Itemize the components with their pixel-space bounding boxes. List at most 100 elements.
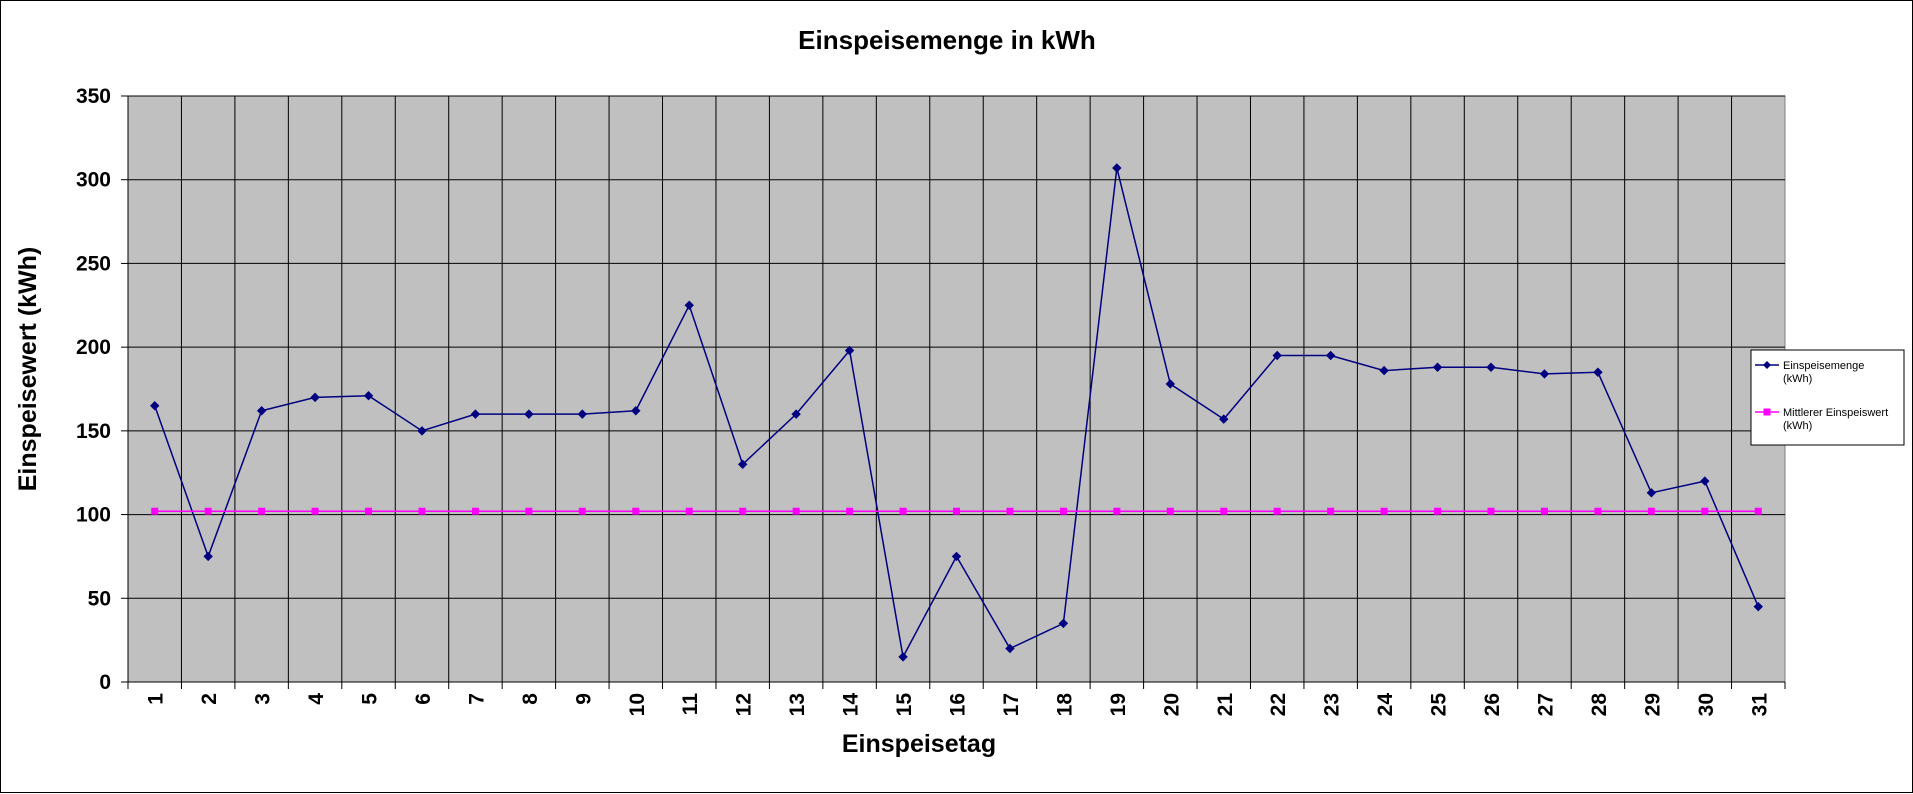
series-2-point — [899, 507, 907, 515]
series-2-point — [258, 507, 266, 515]
series-2-point — [1594, 507, 1602, 515]
legend-label: (kWh) — [1783, 420, 1812, 432]
y-axis-title: Einspeisewert (kWh) — [14, 247, 42, 492]
series-1-point — [310, 392, 320, 403]
x-tick-label: 6 — [412, 693, 435, 705]
series-2-point — [578, 507, 586, 515]
x-tick-label: 23 — [1321, 693, 1344, 716]
series-1-point — [1005, 643, 1015, 654]
x-tick-label: 17 — [1000, 693, 1023, 716]
plot-background — [127, 95, 1786, 683]
series-1-point — [1112, 163, 1122, 173]
x-tick-label: 14 — [840, 693, 863, 717]
y-tick-label: 200 — [76, 336, 111, 359]
x-tick-label: 31 — [1748, 693, 1771, 717]
series-1-point — [951, 551, 962, 562]
series-2-point — [1701, 507, 1709, 515]
x-tick-label: 7 — [465, 693, 488, 705]
y-tick-label: 100 — [76, 504, 111, 527]
series-2-point — [792, 507, 800, 515]
y-tick-label: 300 — [76, 169, 111, 192]
series-2-point — [471, 507, 479, 515]
series-1-point — [898, 652, 908, 662]
series-1-point — [577, 409, 588, 419]
series-1-point — [417, 426, 427, 436]
series-1-point — [1432, 362, 1443, 372]
series-2-point — [1380, 507, 1388, 515]
series-2-point — [1754, 507, 1762, 515]
series-1-point — [684, 300, 694, 310]
series-1-point — [1325, 350, 1336, 361]
x-tick-label: 15 — [893, 693, 916, 717]
x-tick-label: 25 — [1428, 693, 1451, 717]
series-2-point — [1113, 507, 1121, 515]
legend-box — [1750, 349, 1905, 446]
series-1-point — [1058, 618, 1069, 629]
series-2-point — [953, 507, 960, 515]
series-2-point — [1434, 507, 1442, 515]
y-tick-label: 50 — [88, 587, 111, 610]
series-2-point — [1059, 507, 1067, 515]
y-tick-label: 250 — [76, 252, 111, 275]
y-tick-label: 350 — [76, 85, 111, 108]
series-1-point — [791, 409, 801, 419]
x-tick-label: 22 — [1267, 693, 1290, 716]
series-2-point — [1327, 507, 1335, 515]
series-1-point — [1165, 379, 1176, 389]
series-2-point — [311, 507, 319, 515]
series-2-point — [1487, 507, 1495, 515]
series-1-point — [150, 401, 160, 411]
x-tick-label: 12 — [733, 693, 756, 716]
legend-label: Einspeisemenge — [1783, 360, 1864, 372]
x-tick-label: 8 — [519, 693, 542, 705]
legend-label: Mittlerer Einspeiswert — [1783, 407, 1888, 419]
legend-marker-square — [1763, 408, 1771, 416]
series-1-point — [1486, 362, 1496, 372]
series-2-point — [1166, 507, 1174, 515]
y-tick-label: 0 — [99, 671, 111, 694]
x-tick-label: 10 — [626, 693, 649, 716]
x-tick-label: 27 — [1534, 693, 1557, 716]
series-2-point — [1006, 507, 1014, 515]
series-1-point — [524, 409, 534, 419]
x-tick-label: 30 — [1695, 693, 1718, 716]
series-1-point — [1753, 601, 1763, 612]
y-tick-label: 150 — [76, 420, 111, 443]
x-tick-label: 11 — [679, 693, 702, 716]
series-2-point — [1273, 507, 1281, 515]
x-tick-label: 2 — [198, 693, 221, 705]
series-1-point — [256, 406, 267, 416]
x-tick-label: 26 — [1481, 693, 1504, 716]
x-tick-label: 20 — [1160, 693, 1183, 716]
series-1-point — [1593, 367, 1603, 377]
series-2-point — [846, 507, 854, 515]
series-1-point — [1272, 350, 1282, 361]
x-tick-label: 18 — [1053, 693, 1076, 717]
x-tick-label: 24 — [1374, 693, 1397, 717]
series-1-point — [1219, 414, 1229, 424]
x-tick-label: 13 — [786, 693, 809, 716]
legend-label: (kWh) — [1783, 373, 1812, 385]
series-2-point — [151, 507, 159, 515]
x-tick-label: 4 — [305, 693, 328, 705]
series-2-point — [525, 507, 533, 515]
series-1-point — [1539, 369, 1550, 379]
series-2-point — [418, 507, 426, 515]
series-2-point — [685, 507, 693, 515]
series-2-point — [632, 507, 640, 515]
series-2-point — [1647, 507, 1655, 515]
series-2-point — [204, 507, 212, 515]
series-1-point — [1646, 488, 1657, 498]
legend-marker-diamond — [1763, 361, 1771, 369]
series-1-point — [203, 551, 213, 562]
series-1-point — [737, 459, 748, 470]
series-2-point — [1540, 507, 1548, 515]
series-1-point — [363, 390, 374, 401]
x-axis-title: Einspeisetag — [842, 730, 996, 758]
series-1-point — [631, 406, 641, 416]
x-tick-label: 9 — [572, 693, 595, 705]
x-tick-label: 16 — [947, 693, 970, 716]
